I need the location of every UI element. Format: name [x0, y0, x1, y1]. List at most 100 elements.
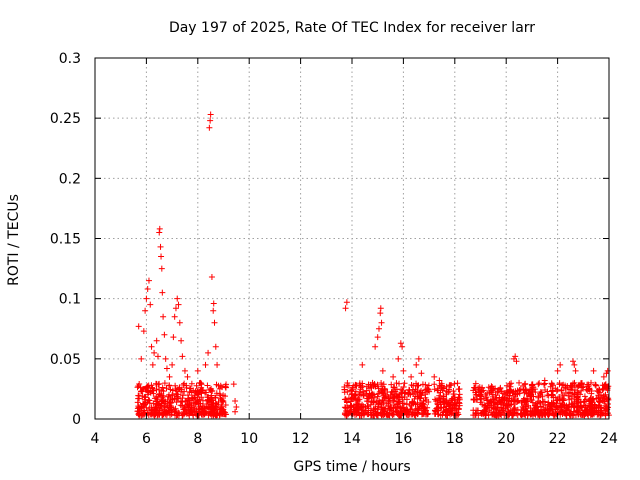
band-point [512, 404, 519, 411]
grid [95, 58, 609, 419]
band-point [410, 400, 417, 407]
data-point [172, 305, 179, 312]
band-point [204, 403, 211, 410]
band-point [506, 386, 513, 393]
data-point [212, 343, 219, 350]
band-point [445, 389, 452, 396]
band-point [389, 411, 396, 418]
band-point [350, 382, 357, 389]
band-point [497, 384, 504, 391]
band-point [602, 402, 609, 409]
data-point [415, 355, 422, 362]
band-point [169, 392, 176, 399]
band-point [557, 411, 564, 418]
data-point [413, 361, 420, 368]
band-point [407, 406, 414, 413]
band-point [213, 406, 220, 413]
data-point [145, 277, 152, 284]
x-tick-label: 8 [193, 431, 202, 447]
data-point [395, 355, 402, 362]
y-tick-label: 0 [72, 412, 81, 428]
band-point [142, 386, 149, 393]
band-point [539, 398, 546, 405]
band-point [380, 381, 387, 388]
data-point [163, 365, 170, 372]
band-point [454, 409, 461, 416]
band-point [449, 405, 456, 412]
band-point [396, 394, 403, 401]
data-point [143, 295, 150, 302]
band-point [206, 397, 213, 404]
band-point [175, 393, 182, 400]
band-point [522, 386, 529, 393]
band-point [138, 388, 145, 395]
data-point [170, 334, 177, 341]
x-tick-label: 6 [142, 431, 151, 447]
band-point [222, 401, 229, 408]
band-point [186, 385, 193, 392]
band-point [374, 381, 381, 388]
data-point [604, 367, 611, 374]
band-point [476, 384, 483, 391]
y-tick-label: 0.2 [59, 171, 81, 187]
band-point [521, 399, 528, 406]
band-point [431, 386, 438, 393]
band-point [135, 405, 142, 412]
data-point [375, 325, 382, 332]
data-point [178, 337, 185, 344]
band-point [173, 387, 180, 394]
band-point [205, 393, 212, 400]
band-point [160, 392, 167, 399]
band-point [359, 383, 366, 390]
band-point [578, 379, 585, 386]
band-point [406, 386, 413, 393]
band-point [356, 390, 363, 397]
band-point [150, 411, 157, 418]
data-point [472, 389, 479, 396]
band-point [518, 411, 525, 418]
band-point [593, 382, 599, 389]
band-point [420, 401, 427, 408]
data-point [431, 373, 438, 380]
band-point [442, 399, 449, 406]
band-point [510, 405, 517, 412]
band-point [179, 392, 186, 399]
y-tick-label: 0.25 [50, 111, 81, 127]
data-point [390, 373, 397, 380]
data-point [557, 361, 564, 368]
band-point [419, 381, 426, 388]
band-point [432, 396, 439, 403]
band-point [492, 392, 499, 399]
band-point [443, 383, 450, 390]
data-point [144, 286, 151, 293]
band-point [422, 411, 429, 418]
band-point [156, 386, 163, 393]
band-point [488, 409, 495, 416]
band-point [166, 391, 173, 398]
data-point [156, 229, 163, 236]
data-point [176, 319, 183, 326]
band-point [140, 410, 147, 417]
band-point [383, 400, 390, 407]
band-point [498, 412, 505, 419]
band-point [188, 389, 195, 396]
band-point [177, 402, 184, 409]
band-point [581, 412, 588, 419]
band-point [220, 392, 227, 399]
data-point [158, 253, 165, 260]
band-point [396, 380, 403, 387]
band-point [541, 381, 548, 388]
band-point [212, 394, 219, 401]
data-point [194, 367, 201, 374]
band-point [537, 388, 544, 395]
band-point [591, 402, 598, 409]
x-tick-label: 10 [240, 431, 258, 447]
data-point [372, 343, 379, 350]
band-point [155, 393, 162, 400]
band-point [551, 401, 558, 408]
band-point [212, 400, 219, 407]
band-point [388, 404, 395, 411]
data-point [232, 408, 239, 415]
band-point [490, 403, 497, 410]
